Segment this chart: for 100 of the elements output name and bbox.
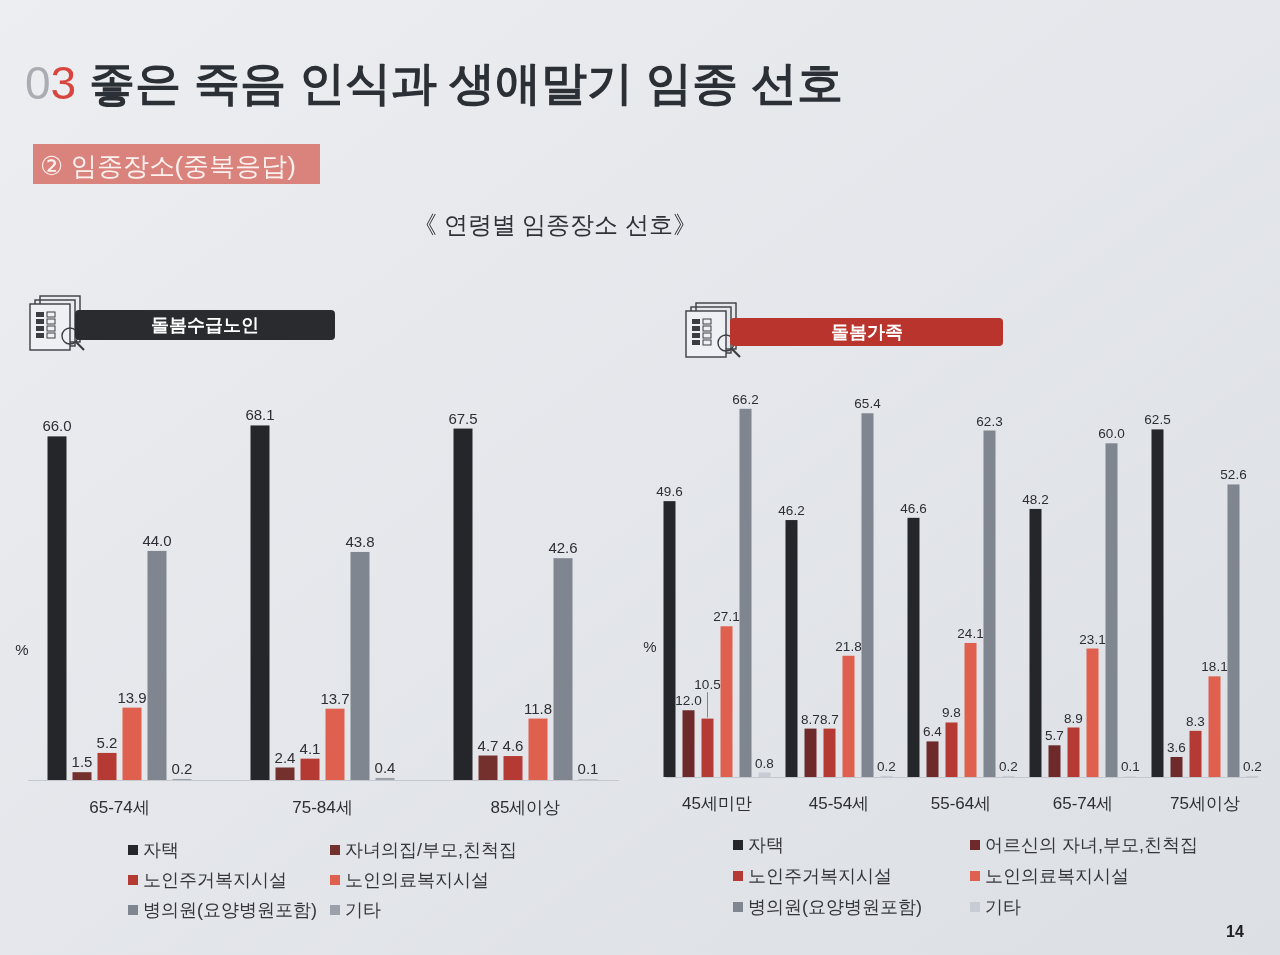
data-label: 46.2 [778,503,805,519]
bar [983,430,996,777]
data-label: 27.1 [713,609,740,625]
bar [1170,756,1183,777]
legend-label: 어르신의 자녀,부모,친척집 [985,835,1199,855]
bar [300,758,320,780]
text: 03 좋은 죽음 인식과 생애말기 임종 선호 [25,57,843,109]
bar [478,755,498,780]
data-label: 8.9 [1064,710,1083,726]
data-label: 0.1 [1121,759,1140,775]
text: 14 [1226,923,1244,940]
bar [1067,727,1080,777]
bar [47,436,67,780]
data-label: 52.6 [1220,467,1247,483]
bar [682,710,695,777]
data-label: 43.8 [345,532,375,550]
data-label: 21.8 [835,638,862,654]
text: 《 연령별 임종장소 선호》 [412,211,698,238]
data-label: 23.1 [1079,631,1106,647]
legend-label: 기타 [985,897,1021,917]
data-label: 62.5 [1144,412,1171,428]
x-tick-label: 85세이상 [490,798,561,817]
bar [964,642,977,777]
data-label: 4.7 [477,736,499,754]
bar [663,501,676,777]
bar [375,777,395,780]
data-label: 24.1 [957,625,984,641]
legend-label: 자택 [143,840,179,860]
bar [907,517,920,777]
bar [72,772,92,780]
data-label: 12.0 [675,693,702,709]
x-tick-label: 65-74세 [89,798,150,817]
legend-label: 노인주거복지시설 [748,866,892,886]
bar [1029,508,1042,777]
data-label: 13.7 [320,689,350,707]
data-label: 0.1 [577,760,599,778]
data-label: 42.6 [548,539,578,557]
data-label: 66.0 [42,417,72,435]
data-label: 4.6 [502,737,524,755]
legend-label: 자녀의집/부모,친척집 [345,840,518,860]
legend-label: 노인주거복지시설 [143,870,287,890]
x-tick-label: 75-84세 [292,798,353,817]
data-label: 0.2 [1243,758,1262,774]
bar [350,551,370,780]
text: ② 임종장소(중복응답) [40,151,296,181]
bar [1189,730,1202,777]
data-label: 0.4 [374,758,396,776]
bar [1048,745,1061,777]
x-tick-label: 55-64세 [930,794,992,813]
data-label: 8.3 [1186,713,1205,729]
data-label: 18.1 [1201,659,1228,675]
data-label: 60.0 [1098,426,1125,442]
data-label: 62.3 [976,413,1003,429]
data-label: 46.6 [900,500,927,516]
x-tick-label: 45-54세 [808,794,870,813]
legend-label: 자택 [748,835,784,855]
x-tick-label: 65-74세 [1052,794,1114,813]
bar [739,408,752,777]
legend-label: 병의원(요양병원포함) [143,900,317,920]
data-label: 2.4 [274,748,296,766]
data-label: 66.2 [732,391,759,407]
x-tick-label: 45세미만 [682,794,752,813]
y-axis-title: % [643,638,657,655]
bar [1151,429,1164,777]
data-label: 0.8 [755,755,774,771]
legend-label: 노인의료복지시설 [345,870,489,890]
bar [842,655,855,777]
data-label: 9.8 [942,705,961,721]
bar [926,741,939,777]
bar [1208,676,1221,777]
data-label: 48.2 [1022,491,1049,507]
bar [325,708,345,780]
data-label: 6.4 [923,724,943,740]
bar [250,425,270,780]
data-label: 1.5 [71,753,93,771]
bar [701,718,714,777]
legend-label: 노인의료복지시설 [985,866,1129,886]
bar [275,767,295,780]
data-label: 13.9 [117,688,147,706]
bar [97,752,117,780]
bar [861,413,874,777]
bar [823,728,836,777]
legend-label: 기타 [345,900,381,920]
bar [1086,648,1099,777]
data-label: 5.2 [96,733,118,751]
bar [147,550,167,780]
data-label: 8.7 [820,711,839,727]
bar [1227,484,1240,777]
bar [503,756,523,780]
bar [122,707,142,780]
data-label: 8.7 [801,711,820,727]
chart-title: 돌봄가족 [830,322,903,342]
data-label: 11.8 [523,699,553,717]
bar [1105,443,1118,777]
data-label: 67.5 [448,409,478,427]
data-label: 3.6 [1167,739,1186,755]
bar [804,728,817,777]
data-label: 0.2 [877,758,896,774]
data-label: 4.1 [299,739,321,757]
y-axis-title: % [15,641,29,658]
